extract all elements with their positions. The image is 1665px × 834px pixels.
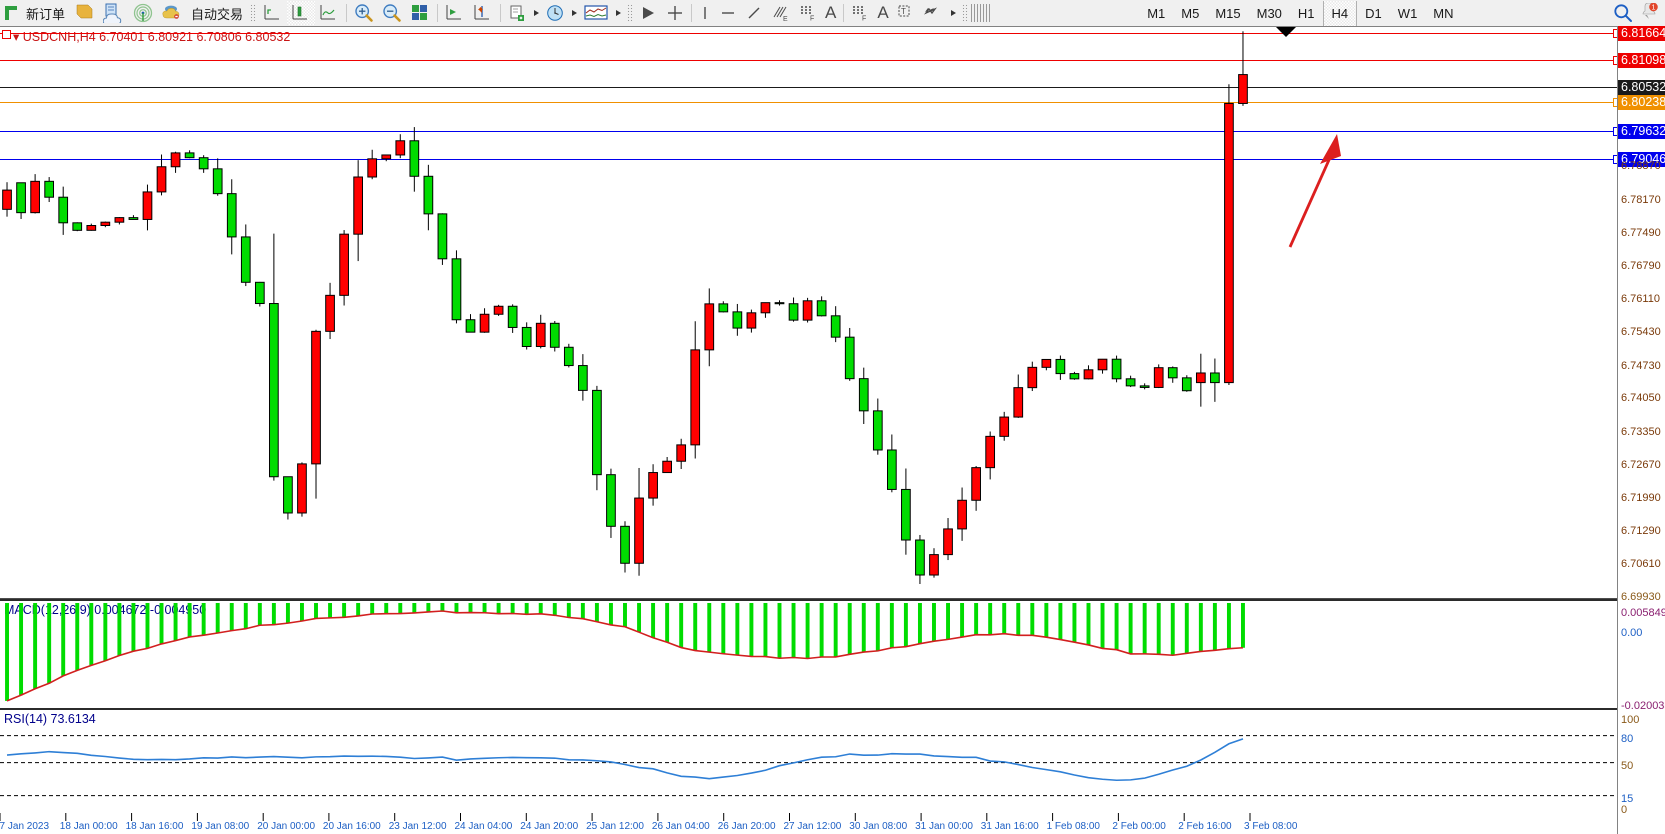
svg-text:1: 1 xyxy=(1652,5,1656,12)
svg-text:T: T xyxy=(901,7,906,16)
svg-text:F: F xyxy=(862,16,866,23)
svg-text:E: E xyxy=(783,16,788,22)
svg-text:F: F xyxy=(810,16,814,23)
